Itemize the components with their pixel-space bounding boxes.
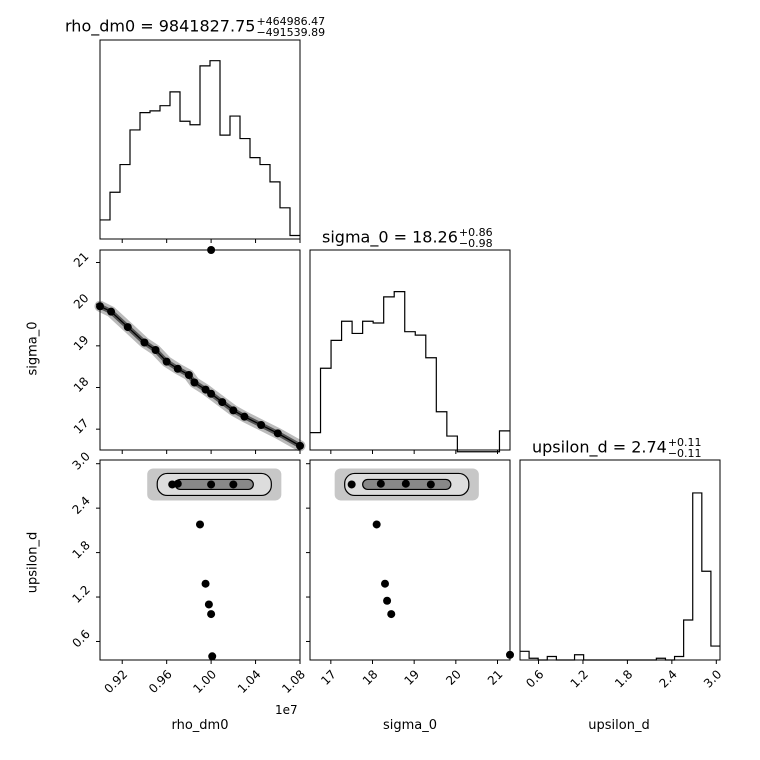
ytick-label-upsilon_d: 1.2	[69, 583, 92, 606]
xtick-label-rho_dm0: 0.96	[146, 667, 175, 696]
data-point	[201, 385, 210, 394]
ylabel-sigma-0: sigma_0	[25, 321, 41, 376]
panel-upsilon_d_vs_sigma_0	[309, 459, 514, 661]
hist-line-upsilon_d	[520, 492, 720, 661]
xlabel-upsilon-d: upsilon_d	[588, 718, 650, 733]
xlabel-rho-dm0: rho_dm0	[171, 718, 229, 733]
data-point	[229, 480, 238, 489]
panel-bg	[100, 250, 300, 450]
hist-rho_dm0	[99, 39, 301, 240]
x-offset-label: 1e7	[275, 703, 298, 717]
hist-frame-rho_dm0	[99, 39, 301, 240]
data-point	[151, 346, 160, 354]
data-point	[426, 480, 435, 489]
xtick-label-sigma_0: 18	[360, 667, 381, 688]
xtick-label-upsilon_d: 2.4	[657, 667, 680, 690]
data-point	[383, 596, 392, 605]
hist-sigma_0	[309, 249, 511, 453]
xtick-label-sigma_0: 19	[402, 667, 423, 688]
xtick-label-sigma_0: 21	[485, 667, 506, 688]
data-point	[207, 389, 216, 398]
title-rho-dm0-down: −491539.89	[256, 26, 326, 39]
xlabel-sigma-0: sigma_0	[382, 718, 438, 733]
data-point	[401, 479, 410, 488]
panel-frame	[99, 459, 301, 661]
title-rho-dm0-value: rho_dm0 = 9841827.75	[65, 16, 256, 36]
title-rho-dm0-up: +464986.47	[256, 15, 326, 28]
data-point	[229, 406, 238, 415]
xtick-label-upsilon_d: 3.0	[701, 667, 724, 690]
ytick-label-upsilon_d: 3.0	[69, 449, 92, 472]
xtick-label-sigma_0: 20	[443, 667, 464, 688]
ytick-label-upsilon_d: 2.4	[69, 494, 92, 517]
data-point	[207, 480, 216, 489]
data-point	[123, 323, 132, 332]
title-rho-dm0-errors: +464986.47 −491539.89	[256, 16, 325, 38]
data-point	[140, 338, 149, 347]
data-point	[208, 652, 217, 661]
xtick-label-sigma_0: 17	[318, 667, 339, 688]
ytick-label-sigma_0: 21	[71, 249, 92, 270]
title-upsilon-d: upsilon_d = 2.74 +0.11 −0.11	[532, 437, 702, 459]
data-point	[273, 429, 282, 438]
hist-frame-sigma_0	[309, 249, 511, 451]
ylabel-upsilon-d: upsilon_d	[25, 531, 41, 594]
ytick-label-sigma_0: 18	[71, 374, 92, 395]
panel-upsilon_d_vs_rho_dm0	[99, 459, 301, 661]
data-point	[257, 421, 266, 429]
title-upsilon-d-errors: +0.11 −0.11	[668, 437, 702, 459]
data-point	[184, 371, 193, 379]
hist-frame-upsilon_d	[519, 459, 721, 661]
data-point	[190, 378, 199, 387]
data-point	[196, 520, 204, 529]
hist-line-sigma_0	[310, 291, 510, 453]
data-point	[207, 610, 216, 619]
title-rho-dm0: rho_dm0 = 9841827.75 +464986.47 −491539.89	[65, 16, 325, 38]
ytick-label-sigma_0: 17	[71, 416, 92, 437]
ytick-label-sigma_0: 19	[71, 333, 92, 354]
hist-line-rho_dm0	[100, 60, 300, 237]
title-sigma-0-value: sigma_0 = 18.26	[322, 227, 458, 247]
xtick-label-upsilon_d: 1.8	[612, 667, 635, 690]
title-sigma-0-up: +0.86	[458, 226, 493, 239]
data-point	[240, 412, 249, 421]
data-point	[107, 307, 116, 316]
title-upsilon-d-up: +0.11	[667, 436, 702, 449]
data-point	[204, 600, 213, 609]
data-point	[381, 579, 389, 588]
xtick-label-upsilon_d: 0.6	[523, 667, 546, 690]
xtick-label-rho_dm0: 1.00	[190, 667, 219, 696]
ytick-label-upsilon_d: 0.6	[69, 627, 92, 650]
data-point	[162, 357, 171, 366]
ytick-label-sigma_0: 20	[71, 291, 92, 312]
title-sigma-0-errors: +0.86 −0.98	[459, 227, 493, 249]
data-point	[387, 610, 396, 619]
title-sigma-0: sigma_0 = 18.26 +0.86 −0.98	[322, 227, 493, 249]
title-upsilon-d-down: −0.11	[667, 447, 702, 460]
hist-upsilon_d	[519, 459, 721, 661]
title-upsilon-d-value: upsilon_d = 2.74	[532, 437, 667, 457]
data-point	[201, 579, 210, 588]
data-point	[372, 520, 381, 529]
xtick-label-rho_dm0: 0.92	[101, 667, 130, 696]
data-point	[347, 480, 356, 489]
xtick-label-rho_dm0: 1.08	[279, 667, 308, 696]
data-point	[218, 398, 227, 407]
data-point	[173, 479, 182, 488]
panel-frame	[99, 249, 301, 451]
ytick-label-upsilon_d: 1.8	[69, 538, 92, 561]
xtick-label-rho_dm0: 1.04	[235, 667, 264, 696]
panel-sigma_0_vs_rho_dm0	[94, 246, 306, 452]
panel-frame	[309, 459, 511, 661]
xtick-label-upsilon_d: 1.2	[568, 667, 591, 690]
data-point	[376, 479, 385, 488]
title-sigma-0-down: −0.98	[458, 237, 493, 250]
data-point	[173, 364, 182, 373]
